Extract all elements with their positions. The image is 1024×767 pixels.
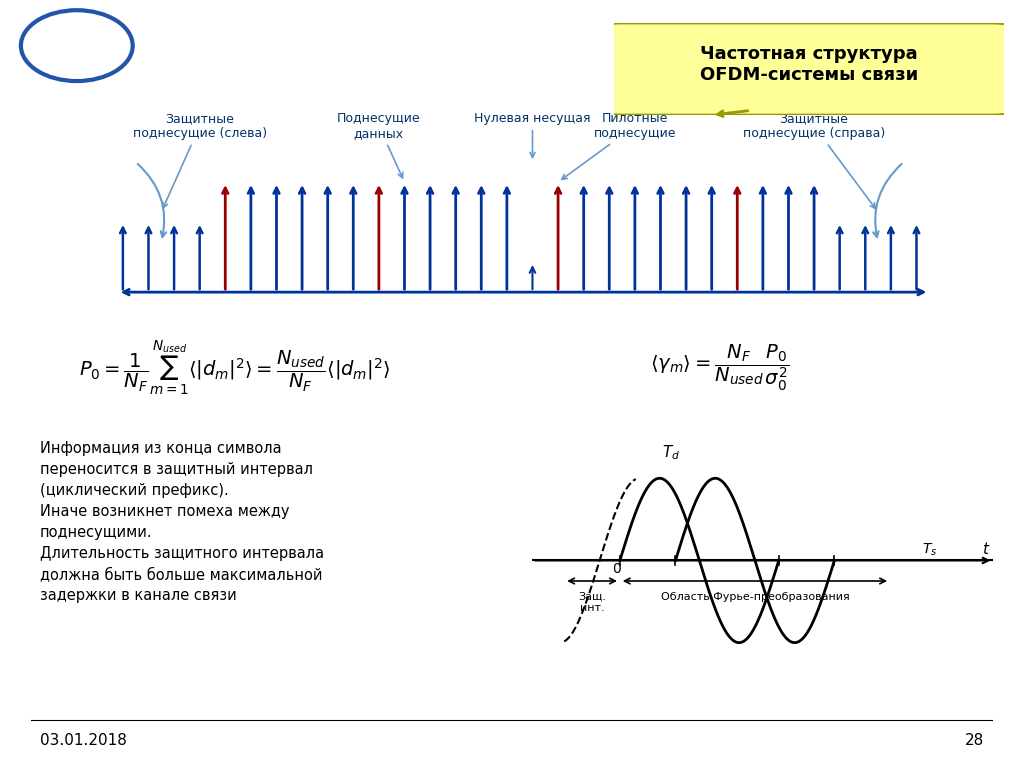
FancyBboxPatch shape <box>603 23 1012 115</box>
Text: Защ.
инт.: Защ. инт. <box>579 591 606 614</box>
Text: $T_s$: $T_s$ <box>922 542 937 558</box>
Text: $\langle \gamma_m \rangle = \dfrac{N_F}{N_{used}} \dfrac{P_0}{\sigma_0^2}$: $\langle \gamma_m \rangle = \dfrac{N_F}{… <box>650 343 790 393</box>
Text: Ф: Ф <box>63 35 90 62</box>
Text: Частотная структура
OFDM-системы связи: Частотная структура OFDM-системы связи <box>699 45 919 84</box>
Text: Нулевая несущая: Нулевая несущая <box>474 112 591 157</box>
Text: Поднесущие
данных: Поднесущие данных <box>337 112 421 178</box>
Text: 0: 0 <box>612 561 622 576</box>
Text: t: t <box>982 542 988 557</box>
Text: Информация из конца символа
переносится в защитный интервал
(циклический префикс: Информация из конца символа переносится … <box>40 441 324 603</box>
Text: Защитные
поднесущие (справа): Защитные поднесущие (справа) <box>743 112 885 209</box>
Text: $P_0 = \dfrac{1}{N_F} \sum_{m=1}^{N_{used}} \langle |d_m|^2 \rangle = \dfrac{N_{: $P_0 = \dfrac{1}{N_F} \sum_{m=1}^{N_{use… <box>79 339 390 397</box>
Text: Пилотные
поднесущие: Пилотные поднесущие <box>562 112 676 179</box>
Text: 03.01.2018: 03.01.2018 <box>40 733 127 749</box>
Text: Защитные
поднесущие (слева): Защитные поднесущие (слева) <box>133 112 266 208</box>
Text: $T_d$: $T_d$ <box>662 444 680 463</box>
Text: 28: 28 <box>965 733 984 749</box>
Text: Область Фурье-преобразования: Область Фурье-преобразования <box>660 591 849 601</box>
